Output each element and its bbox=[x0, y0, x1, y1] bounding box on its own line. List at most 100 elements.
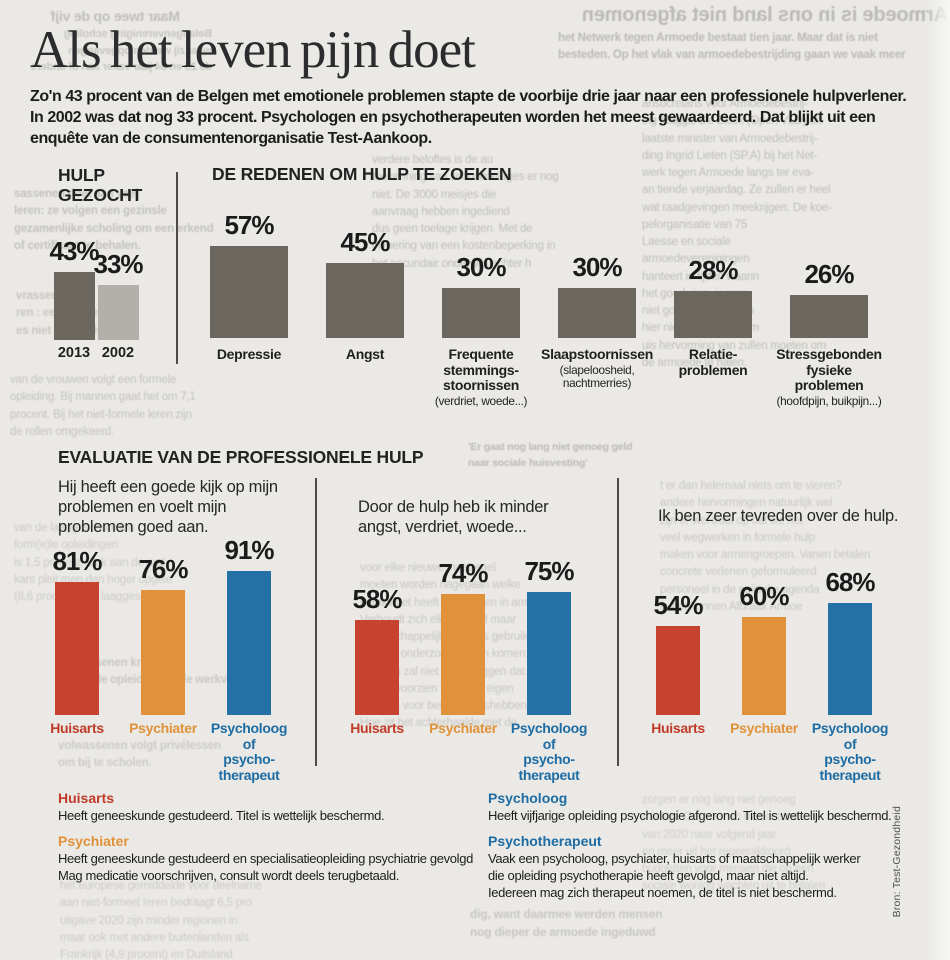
year-label: 2002 bbox=[101, 345, 135, 361]
provider-bar bbox=[741, 617, 786, 715]
divider-evaluatie-1 bbox=[315, 478, 317, 766]
bleed-through-text: verdere beloftes is de au toekenning van… bbox=[372, 154, 559, 270]
bar-area: 45% bbox=[326, 210, 404, 338]
reason-bar bbox=[210, 246, 288, 338]
provider-label: Huisarts bbox=[50, 720, 104, 736]
bar-value-label: 57% bbox=[224, 210, 274, 240]
source-credit: Bron: Test-Gezondheid bbox=[891, 806, 903, 918]
bar-value-label: 75% bbox=[524, 556, 574, 586]
bleed-through-text: t er dan helemaal niets om te vieren? an… bbox=[660, 480, 871, 613]
evaluation-column: 58% Huisarts bbox=[334, 535, 420, 784]
reason-bar bbox=[558, 288, 636, 338]
reason-bar bbox=[326, 263, 404, 338]
bar-area: 60% bbox=[739, 535, 790, 715]
bar-value-label: 30% bbox=[572, 252, 622, 282]
provider-label: Psycholoog of psycho- therapeut bbox=[210, 720, 288, 784]
bar-area: 26% bbox=[790, 210, 868, 338]
evaluation-column: 76% Psychiater bbox=[120, 535, 206, 784]
bar-value-label: 58% bbox=[352, 584, 402, 614]
evaluation-column: 91% Psycholoog of psycho- therapeut bbox=[206, 535, 292, 784]
scan-edge bbox=[926, 0, 950, 960]
reason-column: 45% Angst bbox=[307, 210, 423, 409]
bar-area: 28% bbox=[674, 210, 752, 338]
bar-area: 54% bbox=[653, 535, 704, 715]
hulp-gezocht-column: 33% 2002 bbox=[93, 236, 144, 361]
reason-label: Angst bbox=[345, 346, 385, 362]
bar-value-label: 26% bbox=[804, 259, 854, 289]
section-header-evaluatie: EVALUATIE VAN DE PROFESSIONELE HULP bbox=[58, 447, 424, 467]
reason-bar bbox=[442, 288, 520, 338]
definition-text: Heeft geneeskunde gestudeerd en speciali… bbox=[58, 851, 473, 884]
section-header-hulp-gezocht: HULP GEZOCHT bbox=[58, 165, 143, 205]
provider-bar bbox=[140, 590, 185, 715]
provider-bar bbox=[226, 571, 271, 715]
hulp-gezocht-chart: 43% 2013 33% 2002 bbox=[49, 236, 144, 361]
bar-area: 91% bbox=[224, 535, 275, 715]
bar-area: 68% bbox=[825, 535, 876, 715]
reason-label: Slaapstoornissen bbox=[541, 346, 653, 362]
provider-bar bbox=[440, 594, 485, 715]
bar-value-label: 28% bbox=[688, 255, 738, 285]
definitions-column-right: Psycholoog Heeft vijfjarige opleiding psy… bbox=[488, 790, 918, 911]
definitions-column-left: Huisarts Heeft geneeskunde gestudeerd. Ti… bbox=[58, 790, 488, 893]
definition-term: Psychiater bbox=[58, 833, 129, 850]
bar-area: 30% bbox=[558, 210, 636, 338]
bar-value-label: 45% bbox=[340, 227, 390, 257]
evaluation-column: 68% Psycholoog of psycho- therapeut bbox=[807, 535, 893, 784]
definition-term: Psychotherapeut bbox=[488, 833, 602, 850]
provider-bar bbox=[54, 582, 99, 715]
bar-area: 57% bbox=[210, 210, 288, 338]
reason-column: 30% Frequente stemmings- stoornissen (verd… bbox=[423, 210, 539, 409]
reason-sublabel: (slapeloosheid, nachtmerries) bbox=[559, 362, 635, 391]
provider-label: Psychiater bbox=[429, 720, 497, 736]
bar-area: 74% bbox=[438, 535, 489, 715]
bleed-through-text: sassenen doet aan veel leren: ze volgen … bbox=[14, 188, 214, 252]
year-label: 2013 bbox=[57, 345, 91, 361]
bleed-through-text: volwassenen volgt privélessen om bij te … bbox=[58, 740, 221, 770]
bar-area: 43% bbox=[49, 236, 100, 340]
bar-area: 75% bbox=[524, 535, 575, 715]
reason-sublabel: (hoofdpijn, buikpijn...) bbox=[776, 394, 882, 409]
evaluation-column: 81% Huisarts bbox=[34, 535, 120, 784]
bar-area: 33% bbox=[93, 236, 144, 340]
definition-text: Vaak een psycholoog, psychiater, huisart… bbox=[488, 851, 861, 901]
definition-term: Huisarts bbox=[58, 790, 115, 806]
bleed-through-text: het Netwerk tegen Armoede bestaat tien j… bbox=[558, 32, 906, 62]
provider-label: Psychiater bbox=[730, 720, 798, 736]
provider-label: Psychiater bbox=[129, 720, 197, 736]
bleed-through-text: het europese gemiddelde voor deelname aa… bbox=[60, 880, 262, 960]
evaluatie-chart-group-3: 54% Huisarts 60% Psychiater 68% Psycholoog of… bbox=[635, 535, 893, 784]
bar-value-label: 91% bbox=[224, 535, 274, 565]
provider-bar bbox=[655, 626, 700, 715]
bleed-through-text: 'Er gaat nog lang niet genoeg geld naar … bbox=[468, 441, 633, 469]
bar-area: 76% bbox=[138, 535, 189, 715]
page-title: Als het leven pijn doet bbox=[30, 21, 476, 79]
definition-text: Heeft vijfjarige opleiding psychologie a… bbox=[488, 808, 892, 823]
evaluation-column: 54% Huisarts bbox=[635, 535, 721, 784]
provider-label: Huisarts bbox=[350, 720, 404, 736]
bleed-through-text: van de vrouwen volgt een formele opleidi… bbox=[10, 374, 196, 438]
evaluatie-chart-group-1: 81% Huisarts 76% Psychiater 91% Psycholoog of… bbox=[34, 535, 292, 784]
intro-paragraph: Zo'n 43 procent van de Belgen met emotio… bbox=[30, 88, 907, 148]
bar-value-label: 33% bbox=[93, 249, 143, 279]
definition-text: Heeft geneeskunde gestudeerd. Titel is w… bbox=[58, 808, 385, 823]
evaluatie-statement-2: Door de hulp heb ik minder angst, verdri… bbox=[358, 498, 549, 537]
definition-term: Psycholoog bbox=[488, 790, 568, 806]
reason-bar bbox=[674, 291, 752, 338]
provider-bar bbox=[354, 620, 399, 715]
provider-label: Huisarts bbox=[651, 720, 705, 736]
divider-top bbox=[176, 172, 178, 364]
bar-value-label: 74% bbox=[438, 558, 488, 588]
evaluatie-statement-1: Hij heeft een goede kijk op mijn problem… bbox=[58, 478, 278, 537]
evaluation-column: 75% Psycholoog of psycho- therapeut bbox=[506, 535, 592, 784]
reason-column: 57% Depressie bbox=[191, 210, 307, 409]
bar-area: 81% bbox=[52, 535, 103, 715]
bar-value-label: 30% bbox=[456, 252, 506, 282]
reason-label: Stressgebonden fysieke problemen bbox=[776, 346, 882, 394]
evaluatie-chart-group-2: 58% Huisarts 74% Psychiater 75% Psycholoog of… bbox=[334, 535, 592, 784]
bar-value-label: 60% bbox=[739, 581, 789, 611]
divider-evaluatie-2 bbox=[617, 478, 619, 766]
bar-value-label: 76% bbox=[138, 554, 188, 584]
evaluation-column: 74% Psychiater bbox=[420, 535, 506, 784]
